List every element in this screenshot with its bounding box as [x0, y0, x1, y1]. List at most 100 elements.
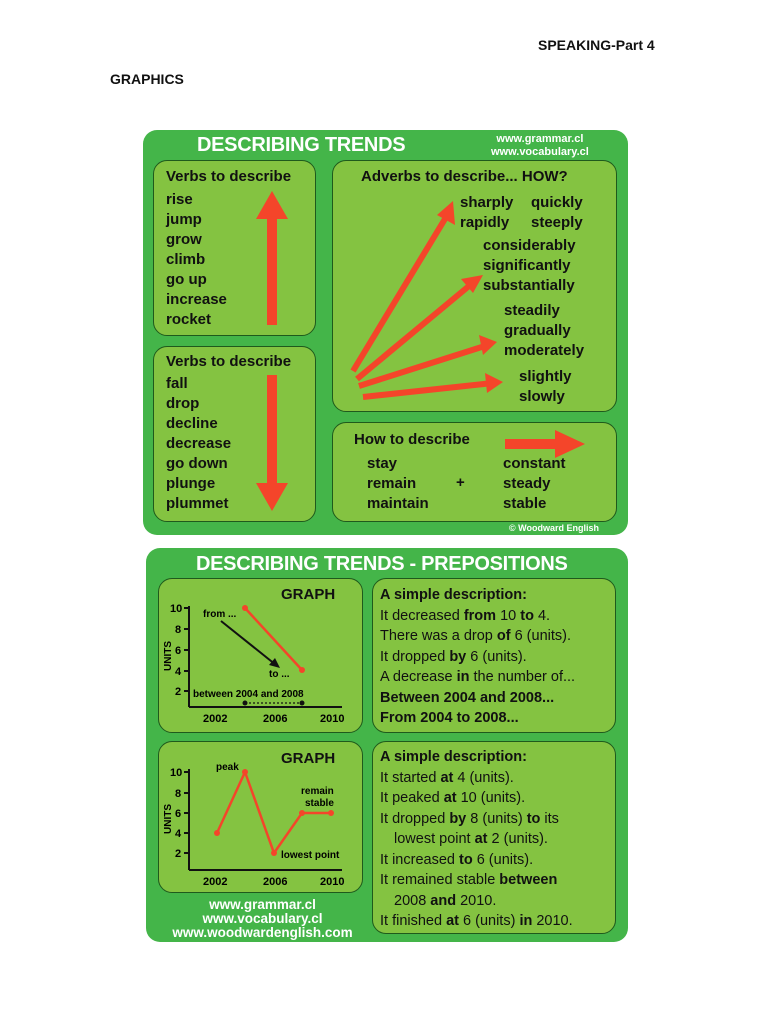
list-item: stay [367, 455, 398, 472]
svg-text:2002: 2002 [203, 876, 227, 888]
svg-text:8: 8 [175, 788, 181, 800]
adverb-moderately: moderately [504, 342, 585, 359]
graph1-panel: GRAPH 10 8 6 4 2 UNITS 2002 2006 2010 [158, 578, 363, 733]
svg-text:4: 4 [175, 666, 182, 678]
adverb-substantially: substantially [483, 277, 575, 294]
description-line: It remained stable between [380, 872, 558, 888]
describing-trends-card: DESCRIBING TRENDS www.grammar.cl www.voc… [143, 130, 628, 535]
description-line: There was a drop of 6 (units). [380, 628, 571, 644]
graph2-panel: GRAPH 10 8 6 4 2 UNITS 2002 2006 2010 pe… [158, 741, 363, 893]
adverb-considerably: considerably [483, 237, 576, 254]
svg-text:peak: peak [216, 762, 239, 773]
list-item: rocket [166, 311, 212, 328]
description-line: It finished at 6 (units) in 2010. [380, 913, 573, 929]
list-item: climb [166, 251, 206, 268]
card-urls: www.grammar.cl www.vocabulary.cl [491, 133, 589, 159]
stable-panel: How to describe stay remain maintain + c… [332, 422, 617, 522]
svg-text:2: 2 [175, 686, 181, 698]
description-line: From 2004 to 2008... [380, 710, 519, 726]
panel-title: Verbs to describe [166, 168, 292, 185]
svg-text:2006: 2006 [263, 876, 287, 888]
list-item: plummet [166, 495, 229, 512]
document-header: SPEAKING-Part 4 [538, 37, 655, 53]
svg-text:2: 2 [175, 848, 181, 860]
description-heading: A simple description: [380, 587, 527, 603]
list-item: remain [367, 475, 417, 492]
graph-title: GRAPH [281, 586, 336, 603]
svg-text:from ...: from ... [203, 609, 237, 620]
verbs-up-list: rise jump grow climb go up increase rock… [166, 190, 227, 330]
svg-text:8: 8 [175, 624, 181, 636]
url-vocabulary: www.vocabulary.cl [202, 911, 323, 926]
list-item: rise [166, 191, 193, 208]
list-item: maintain [367, 495, 429, 512]
svg-text:2002: 2002 [203, 713, 227, 725]
list-item: decrease [166, 435, 232, 452]
svg-text:2010: 2010 [320, 876, 344, 888]
adverb-significantly: significantly [483, 257, 571, 274]
list-item: jump [166, 211, 202, 228]
adverb-slightly: slightly [519, 368, 572, 385]
list-item: grow [166, 231, 202, 248]
svg-text:10: 10 [170, 767, 182, 779]
ytick: 10 [170, 603, 182, 615]
verbs-down-panel: Verbs to describe fall drop decline decr… [153, 346, 316, 522]
svg-text:lowest point: lowest point [281, 850, 340, 861]
svg-text:stable: stable [305, 798, 334, 809]
panel-title: How to describe [354, 431, 470, 448]
description-line: It decreased from 10 to 4. [380, 607, 551, 624]
graph-title: GRAPH [281, 750, 336, 767]
description-line: It started at 4 (units). [380, 769, 514, 786]
graph2-chart: 10 8 6 4 2 UNITS 2002 2006 2010 peak rem… [163, 762, 344, 888]
prepositions-card: DESCRIBING TRENDS - PREPOSITIONS GRAPH 1… [146, 548, 628, 942]
arrow-down-icon [256, 375, 288, 511]
list-item: increase [166, 291, 227, 308]
list-item: drop [166, 395, 200, 412]
arrow-right-icon [505, 430, 585, 458]
description2-text: A simple description: It started at 4 (u… [380, 747, 573, 932]
description1-text: A simple description: It decreased from … [380, 585, 575, 729]
url-woodwardenglish: www.woodwardenglish.com [172, 925, 353, 940]
graph1-chart: 10 8 6 4 2 UNITS 2002 2006 2010 from ...… [163, 603, 344, 725]
url-grammar: www.grammar.cl [209, 897, 316, 912]
description-line: It increased to 6 (units). [380, 851, 534, 868]
list-item: constant [503, 455, 566, 472]
plus-sign: + [456, 474, 465, 491]
svg-text:4: 4 [175, 828, 182, 840]
description-line: lowest point at 2 (units). [394, 831, 548, 847]
card-title: DESCRIBING TRENDS - PREPOSITIONS [196, 553, 568, 575]
adverb-sharply: sharply [460, 194, 514, 211]
adverb-steeply: steeply [531, 214, 583, 231]
copyright-text: © Woodward English [509, 523, 599, 533]
description2-panel: A simple description: It started at 4 (u… [372, 741, 616, 934]
verbs-up-panel: Verbs to describe rise jump grow climb g… [153, 160, 316, 336]
list-item: decline [166, 415, 218, 432]
arrow-up-icon [256, 191, 288, 325]
svg-text:6: 6 [175, 808, 181, 820]
description-line: It peaked at 10 (units). [380, 790, 526, 806]
adverbs-panel: Adverbs to describe... HOW? sharply quic… [332, 160, 617, 412]
svg-text:UNITS: UNITS [163, 804, 174, 834]
card-title: DESCRIBING TRENDS [197, 134, 406, 156]
svg-text:6: 6 [175, 645, 181, 657]
list-item: steady [503, 475, 551, 492]
description-line: Between 2004 and 2008... [380, 689, 555, 706]
footer-urls: www.grammar.cl www.vocabulary.cl www.woo… [160, 898, 365, 940]
list-item: stable [503, 495, 547, 512]
description-line: It dropped by 6 (units). [380, 648, 527, 665]
list-item: plunge [166, 475, 216, 492]
svg-text:2006: 2006 [263, 713, 287, 725]
description-line: 2008 and 2010. [394, 892, 497, 909]
description1-panel: A simple description: It decreased from … [372, 578, 616, 733]
verbs-down-list: fall drop decline decrease go down plung… [166, 374, 231, 514]
description-heading: A simple description: [380, 749, 527, 765]
list-item: fall [166, 375, 188, 392]
url-grammar: www.grammar.cl [496, 133, 584, 145]
stable-verbs-list: stay remain maintain [367, 454, 429, 514]
adverb-slowly: slowly [519, 388, 565, 405]
section-title: GRAPHICS [110, 71, 184, 87]
list-item: go down [166, 455, 228, 472]
svg-text:UNITS: UNITS [163, 641, 174, 671]
adverb-quickly: quickly [531, 194, 583, 211]
panel-title: Verbs to describe [166, 353, 292, 370]
